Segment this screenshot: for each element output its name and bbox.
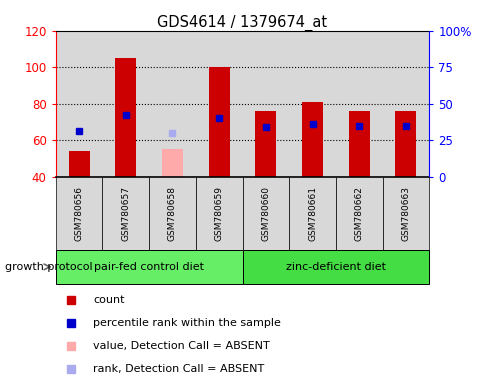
- Bar: [208, 67, 229, 177]
- Text: GSM780661: GSM780661: [307, 185, 317, 241]
- Text: count: count: [93, 295, 124, 305]
- Title: GDS4614 / 1379674_at: GDS4614 / 1379674_at: [157, 15, 327, 31]
- Bar: [56, 250, 242, 284]
- Bar: [335, 31, 382, 177]
- Bar: [335, 177, 382, 250]
- Bar: [382, 177, 428, 250]
- Bar: [242, 250, 428, 284]
- Text: zinc-deficient diet: zinc-deficient diet: [285, 262, 385, 272]
- Text: growth protocol: growth protocol: [5, 262, 92, 272]
- Bar: [242, 31, 288, 177]
- Bar: [102, 177, 149, 250]
- Text: GSM780660: GSM780660: [261, 185, 270, 241]
- Bar: [162, 149, 182, 177]
- Bar: [255, 111, 276, 177]
- Text: value, Detection Call = ABSENT: value, Detection Call = ABSENT: [93, 341, 269, 351]
- Text: GSM780657: GSM780657: [121, 185, 130, 241]
- Bar: [242, 177, 288, 250]
- Text: GSM780663: GSM780663: [401, 185, 409, 241]
- Bar: [382, 31, 428, 177]
- Text: percentile rank within the sample: percentile rank within the sample: [93, 318, 280, 328]
- Bar: [394, 111, 416, 177]
- Text: GSM780656: GSM780656: [75, 185, 83, 241]
- Text: GSM780662: GSM780662: [354, 186, 363, 240]
- Bar: [56, 31, 102, 177]
- Bar: [196, 31, 242, 177]
- Text: rank, Detection Call = ABSENT: rank, Detection Call = ABSENT: [93, 364, 264, 374]
- Bar: [115, 58, 136, 177]
- Bar: [196, 177, 242, 250]
- Bar: [56, 177, 102, 250]
- Text: GSM780658: GSM780658: [167, 185, 177, 241]
- Bar: [149, 31, 196, 177]
- Bar: [288, 31, 335, 177]
- Bar: [348, 111, 369, 177]
- Bar: [102, 31, 149, 177]
- Bar: [149, 177, 196, 250]
- Bar: [288, 177, 335, 250]
- Bar: [302, 102, 322, 177]
- Bar: [68, 151, 90, 177]
- Text: GSM780659: GSM780659: [214, 185, 223, 241]
- Text: pair-fed control diet: pair-fed control diet: [94, 262, 204, 272]
